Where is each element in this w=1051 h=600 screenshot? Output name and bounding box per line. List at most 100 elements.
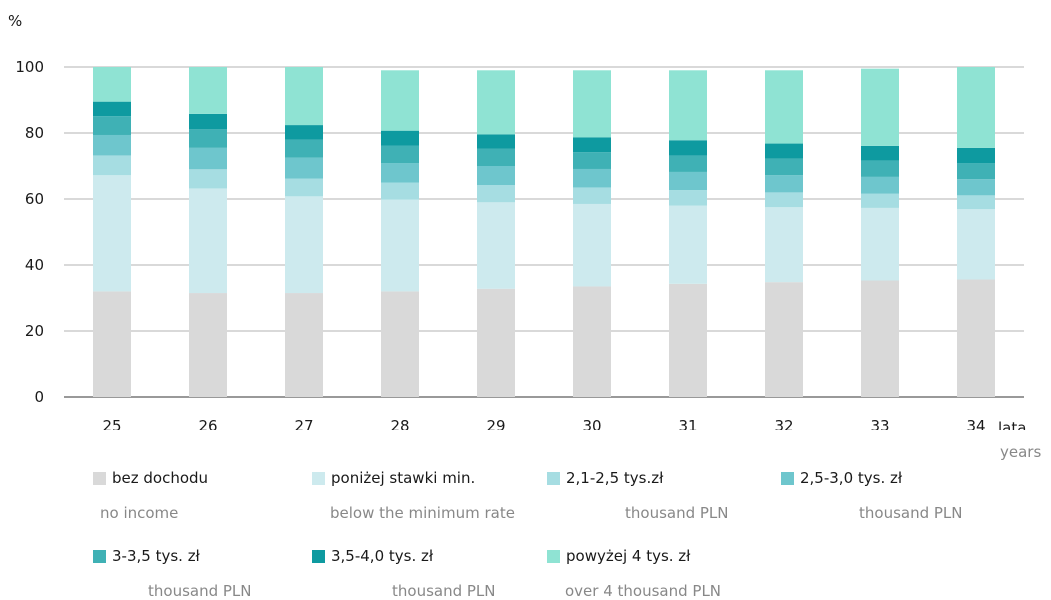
legend-label: poniżej stawki min.: [331, 469, 476, 487]
y-tick-labels: 0 20 40 60 80 100: [15, 58, 44, 406]
legend-item: powyżej 4 tys. zł: [547, 546, 690, 566]
bar-segment-s2-c8: [861, 193, 899, 208]
bar-segment-s2-c4: [477, 185, 515, 203]
legend-swatch: [93, 549, 106, 563]
legend-sublabel: thousand PLN: [859, 504, 963, 522]
legend-label: bez dochodu: [112, 469, 209, 487]
bar-segment-s3-c2: [285, 157, 323, 179]
x-tick-label: 26: [198, 417, 217, 430]
bar-segment-s0-c9: [957, 279, 995, 397]
legend-item: 2,5-3,0 tys. zł: [781, 468, 902, 488]
bar-segment-s6-c3: [381, 70, 419, 131]
bar-segment-s2-c7: [765, 192, 803, 208]
bar-segment-s6-c5: [573, 70, 611, 138]
bar-segment-s4-c4: [477, 148, 515, 166]
y-axis-label: %: [8, 12, 22, 30]
legend-item: bez dochodu: [93, 468, 208, 488]
bar-segment-s3-c6: [669, 171, 707, 191]
y-tick-label: 80: [25, 124, 44, 142]
x-axis-sublabel: years: [1000, 443, 1042, 461]
x-tick-label: 30: [582, 417, 601, 430]
bar-segment-s0-c1: [189, 293, 227, 397]
bar-segment-s1-c3: [381, 199, 419, 292]
bar-segment-s5-c7: [765, 143, 803, 159]
bar-segment-s5-c4: [477, 134, 515, 149]
legend-item: 2,1-2,5 tys.zł: [547, 468, 663, 488]
bar-segment-s6-c8: [861, 68, 899, 146]
x-tick-label: 32: [774, 417, 793, 430]
bar-segment-s6-c2: [285, 67, 323, 126]
legend-swatch: [547, 549, 560, 563]
x-tick-labels: 25 26 27 28 29 30 31 32 33 34: [102, 417, 985, 430]
bar-segment-s5-c5: [573, 137, 611, 153]
legend-label: 3-3,5 tys. zł: [112, 547, 200, 565]
bar-segment-s3-c0: [93, 134, 131, 156]
bar-segment-s1-c1: [189, 188, 227, 294]
x-tick-label: 27: [294, 417, 313, 430]
bar-segment-s0-c6: [669, 283, 707, 397]
bar-segment-s0-c4: [477, 288, 515, 397]
x-tick-label: 28: [390, 417, 409, 430]
legend-sublabel: thousand PLN: [625, 504, 729, 522]
bar-segment-s1-c5: [573, 203, 611, 287]
legend-swatch: [312, 471, 325, 485]
bar-segment-s1-c2: [285, 196, 323, 294]
bar-segment-s5-c1: [189, 113, 227, 130]
legend-item: 3,5-4,0 tys. zł: [312, 546, 433, 566]
bar-segment-s6-c9: [957, 67, 995, 148]
bar-segment-s0-c7: [765, 282, 803, 397]
bar-segment-s6-c1: [189, 67, 227, 114]
bar-segment-s2-c9: [957, 195, 995, 210]
y-tick-label: 60: [25, 190, 44, 208]
bar-segment-s6-c6: [669, 70, 707, 141]
bar-segment-s0-c0: [93, 291, 131, 397]
bar-segment-s6-c7: [765, 70, 803, 144]
bar-segment-s3-c1: [189, 147, 227, 170]
legend-swatch: [547, 471, 560, 485]
legend-label: powyżej 4 tys. zł: [566, 547, 691, 565]
legend-item: poniżej stawki min.: [312, 468, 475, 488]
bar-segment-s4-c1: [189, 129, 227, 148]
legend-item: 3-3,5 tys. zł: [93, 546, 200, 566]
legend-swatch: [93, 471, 106, 485]
x-tick-label: 29: [486, 417, 505, 430]
bar-segment-s2-c0: [93, 155, 131, 176]
legend-swatch: [312, 549, 325, 563]
bar-segment-s4-c5: [573, 152, 611, 169]
x-tick-label: 33: [870, 417, 889, 430]
bar-segment-s6-c0: [93, 67, 131, 102]
x-tick-label: 34: [966, 417, 985, 430]
bar-segment-s3-c5: [573, 168, 611, 188]
bar-segment-s4-c2: [285, 139, 323, 158]
bar-segment-s4-c7: [765, 158, 803, 176]
legend-label: 2,1-2,5 tys.zł: [566, 469, 664, 487]
bar-segment-s5-c2: [285, 125, 323, 140]
bar-segment-s3-c8: [861, 176, 899, 194]
bar-segment-s1-c7: [765, 207, 803, 283]
bar-segment-s0-c8: [861, 280, 899, 397]
bar-segment-s4-c0: [93, 116, 131, 135]
bar-segment-s1-c4: [477, 202, 515, 289]
bars: [93, 67, 995, 397]
bar-segment-s2-c2: [285, 178, 323, 197]
bar-segment-s4-c8: [861, 160, 899, 177]
bar-segment-s1-c9: [957, 209, 995, 280]
legend-label: 3,5-4,0 tys. zł: [331, 547, 434, 565]
bar-segment-s6-c4: [477, 70, 515, 135]
bar-segment-s4-c9: [957, 163, 995, 180]
y-tick-label: 40: [25, 256, 44, 274]
bar-segment-s3-c7: [765, 175, 803, 193]
x-tick-label: 25: [102, 417, 121, 430]
bar-segment-s0-c2: [285, 293, 323, 397]
stacked-bar-chart: % 0 20 40 60 80 100 25 26 27 28 29 30 31 32 33 34 lata: [8, 12, 1026, 430]
bar-segment-s2-c3: [381, 182, 419, 200]
bar-segment-s5-c9: [957, 147, 995, 164]
bar-segment-s5-c6: [669, 140, 707, 156]
legend-sublabel: thousand PLN: [392, 582, 496, 600]
y-tick-label: 20: [25, 322, 44, 340]
bar-segment-s2-c6: [669, 190, 707, 206]
bar-segment-s0-c3: [381, 291, 419, 397]
legend-label: 2,5-3,0 tys. zł: [800, 469, 903, 487]
bar-segment-s3-c4: [477, 166, 515, 186]
bar-segment-s4-c3: [381, 145, 419, 164]
